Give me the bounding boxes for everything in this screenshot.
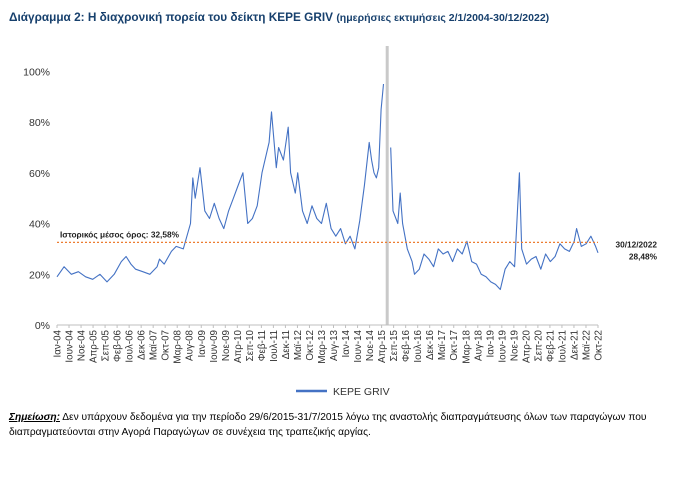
x-tick-label: Μαρ-18	[461, 329, 472, 363]
x-tick-label: Σεπ-10	[245, 329, 256, 361]
x-tick-label: Φεβ-21	[545, 330, 556, 362]
x-tick-labels: Ιαν-04 Ιουν-04 Νοε-04 Απρ-05 Σεπ-05 Φεβ-06 Ιου…	[53, 325, 605, 364]
x-tick-label: Δεκ-06	[137, 329, 148, 360]
y-tick-label: 60%	[29, 168, 50, 180]
x-tick-label: Οκτ-07	[161, 330, 172, 361]
y-tick-label: 0%	[35, 320, 50, 332]
x-tick-label: Ιαν-09	[197, 330, 208, 357]
x-tick-label: Ιουν-09	[209, 330, 220, 363]
end-value-label: 28,48%	[629, 251, 658, 261]
x-tick-label: Οκτ-22	[594, 330, 605, 361]
legend: ΚΕΡΕ GRIV	[296, 386, 390, 398]
x-tick-label: Μαρ-13	[317, 329, 328, 363]
y-axis: 0% 20% 40% 60% 80% 100%	[23, 66, 50, 332]
x-tick-label: Νοε-19	[509, 330, 520, 361]
x-tick-label: Ιουν-04	[65, 329, 76, 362]
line-chart: 0%20%40%60%80%100% Ιαν-04 Ιουν-04 Νοε-04 Απ…	[23, 46, 658, 398]
x-tick-label: Μαϊ-22	[581, 330, 592, 360]
legend-label: ΚΕΡΕ GRIV	[333, 386, 390, 398]
x-tick-label: Ιουν-14	[353, 329, 364, 362]
footnote-lead: Σημείωση:	[9, 412, 60, 423]
footnote: Σημείωση: Δεν υπάρχουν δεδομένα για την …	[9, 410, 669, 440]
x-tick-label: Οκτ-12	[305, 330, 316, 361]
x-tick-label: Μαϊ-12	[293, 330, 304, 360]
x-tick-label: Μαϊ-17	[437, 330, 448, 360]
x-tick-label: Δεκ-21	[569, 330, 580, 360]
x-tick-label: Ιουλ-06	[125, 329, 136, 362]
x-tick-label: Αυγ-13	[329, 329, 340, 361]
x-tick-label: Απρ-15	[377, 329, 388, 363]
historical-mean-label: Ιστορικός μέσος όρος: 32,58%	[60, 229, 180, 239]
x-tick-label: Σεπ-20	[533, 329, 544, 361]
y-tick-label: 100%	[23, 66, 50, 78]
x-tick-label: Νοε-14	[365, 329, 376, 361]
x-tick-label: Φεβ-16	[401, 329, 412, 362]
x-tick-label: Ιαν-04	[53, 329, 64, 357]
x-tick-label: Νοε-04	[77, 329, 88, 361]
missing-data-band	[385, 46, 389, 325]
x-tick-label: Μαρ-08	[173, 329, 184, 363]
x-tick-label: Ιουλ-11	[269, 330, 280, 362]
x-tick-label: Αυγ-08	[185, 329, 196, 361]
x-tick-label: Δεκ-11	[281, 330, 292, 359]
x-tick-label: Απρ-10	[233, 329, 244, 363]
x-tick-label: Ιαν-19	[485, 330, 496, 357]
x-tick-label: Ιαν-14	[341, 329, 352, 357]
chart-title-main: Διάγραμμα 2: Η διαχρονική πορεία του δεί…	[9, 10, 334, 24]
x-tick-label: Αυγ-18	[473, 329, 484, 361]
x-tick-label: Ιουλ-16	[413, 329, 424, 362]
x-tick-label: Ιουν-19	[497, 330, 508, 363]
x-tick-label: Απρ-05	[89, 329, 100, 363]
footnote-text: Δεν υπάρχουν δεδομένα για την περίοδο 29…	[9, 412, 647, 438]
series-line-kepe-griv	[56, 83, 599, 291]
end-date-label: 30/12/2022	[615, 239, 657, 249]
x-tick-label: Δεκ-16	[425, 329, 436, 360]
x-tick-label: Μαϊ-07	[149, 330, 160, 360]
x-tick-label: Σεπ-15	[389, 329, 400, 361]
x-tick-label: Φεβ-11	[257, 330, 268, 361]
y-tick-label: 80%	[29, 117, 50, 129]
x-tick-label: Απρ-20	[521, 329, 532, 363]
chart-title-sub: (ημερήσιες εκτιμήσεις 2/1/2004-30/12/202…	[336, 12, 550, 24]
x-tick-label: Ιουλ-21	[557, 330, 568, 363]
x-tick-label: Σεπ-05	[101, 329, 112, 361]
x-tick-label: Φεβ-06	[113, 329, 124, 362]
x-tick-label: Οκτ-17	[449, 330, 460, 361]
chart-title: Διάγραμμα 2: Η διαχρονική πορεία του δεί…	[9, 10, 677, 24]
y-tick-label: 40%	[29, 219, 50, 231]
y-tick-label: 20%	[29, 269, 50, 281]
x-tick-label: Νοε-09	[221, 330, 232, 361]
